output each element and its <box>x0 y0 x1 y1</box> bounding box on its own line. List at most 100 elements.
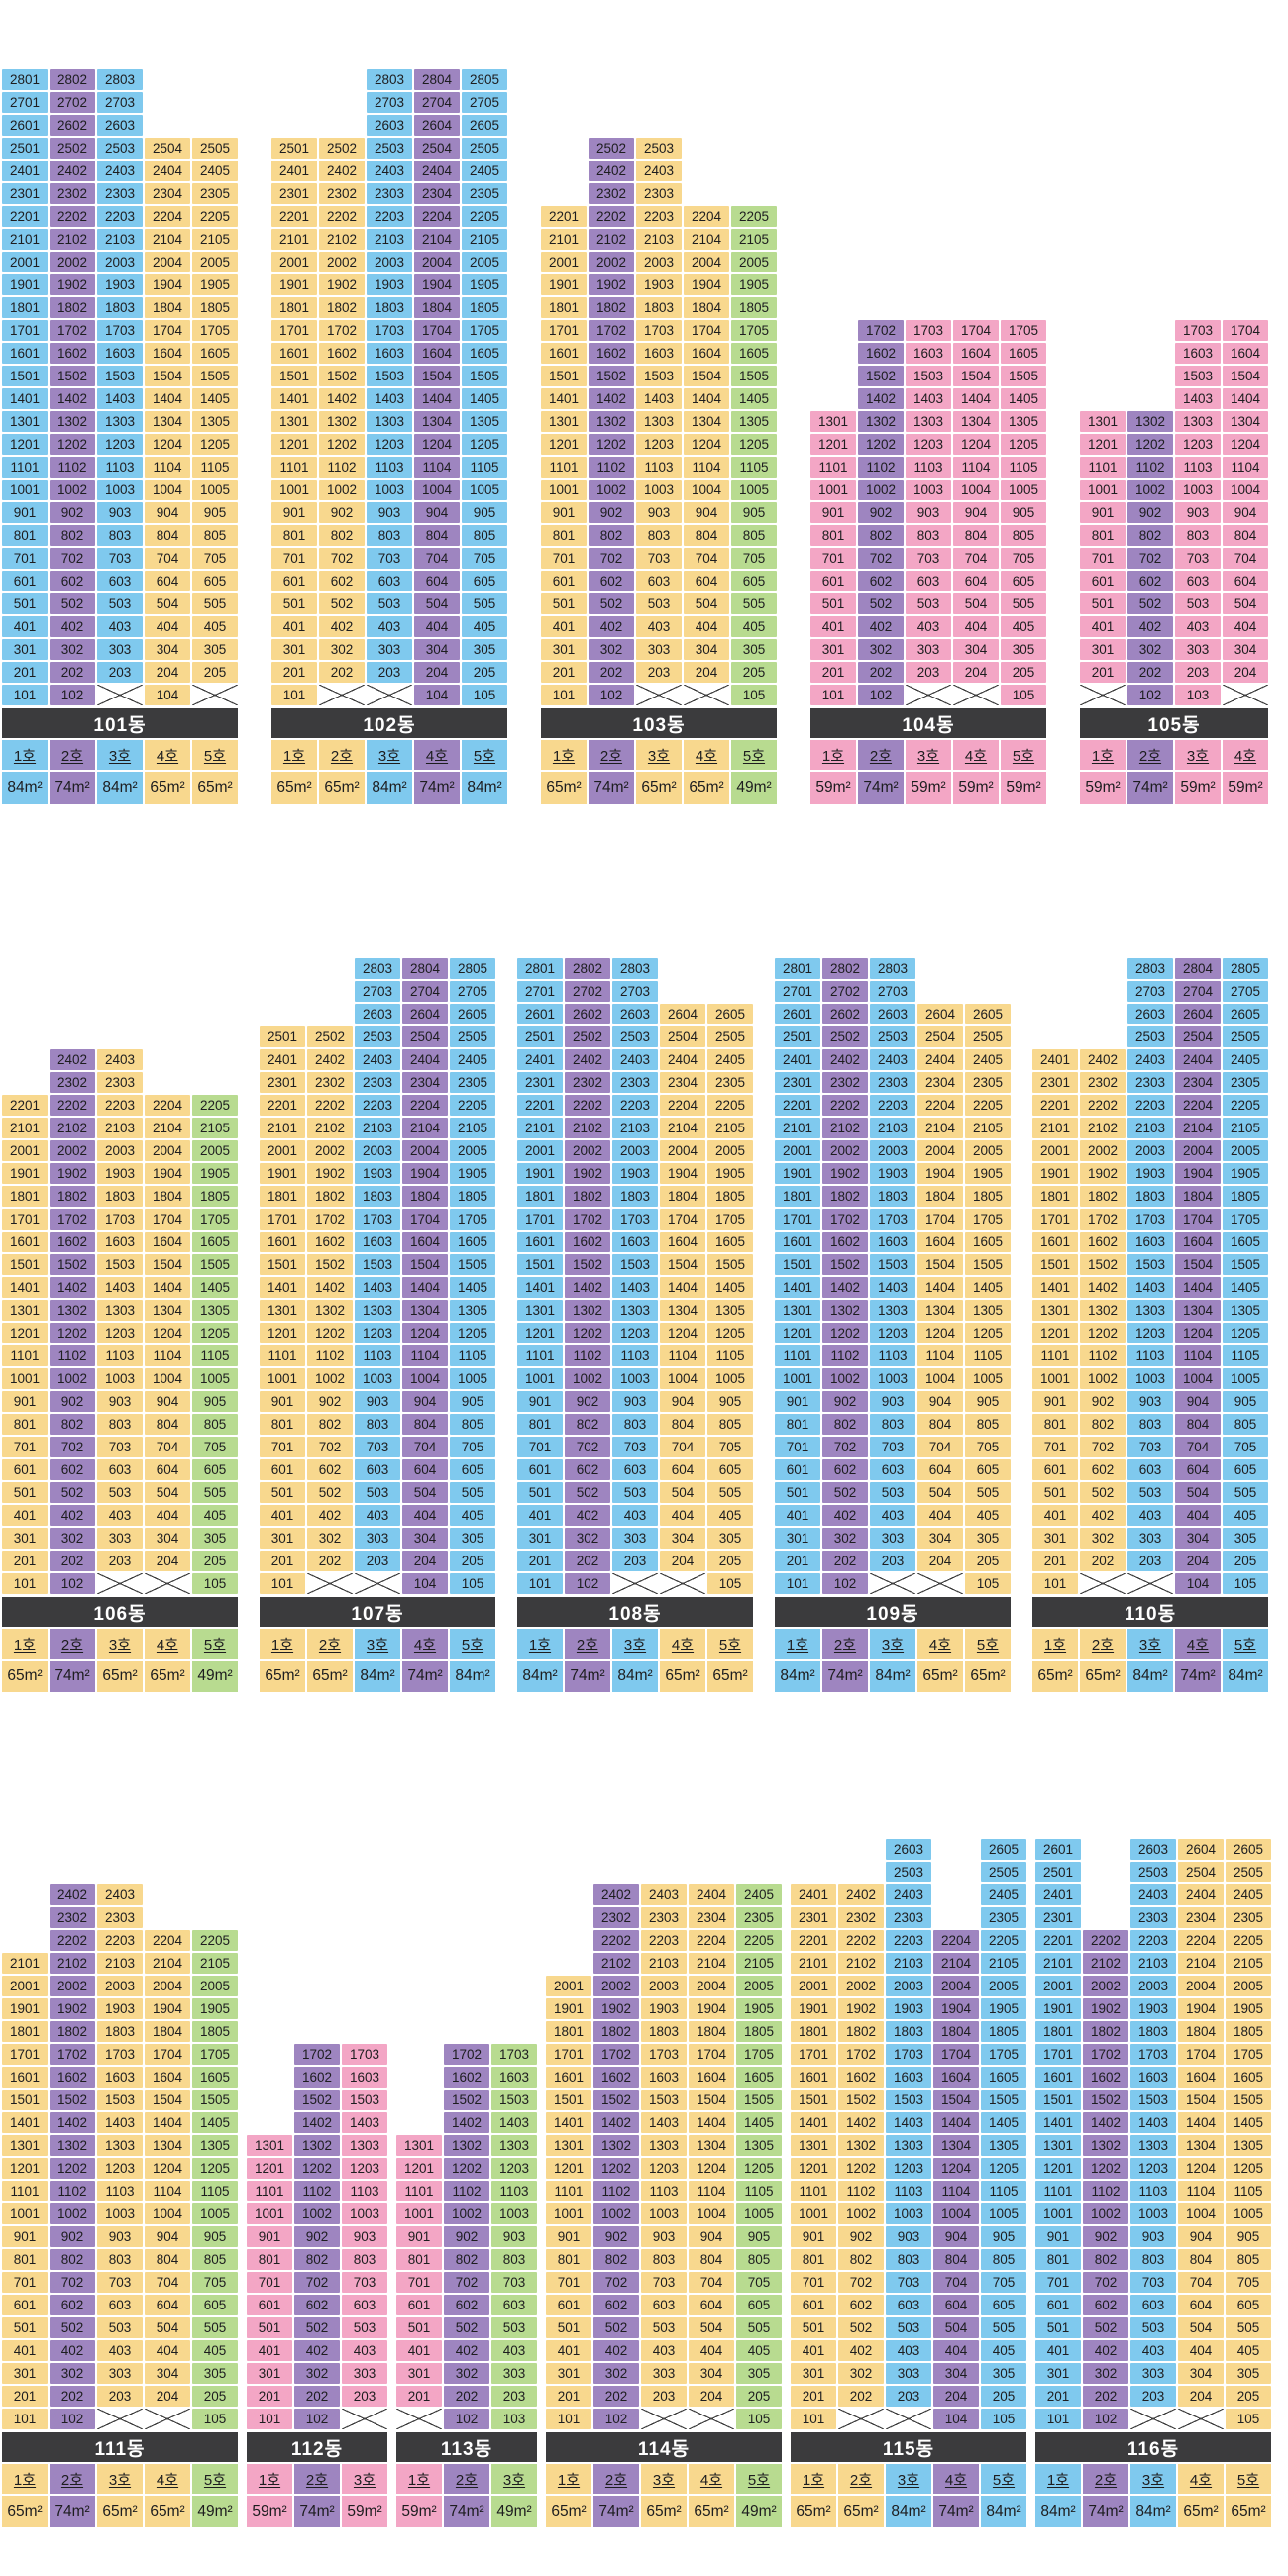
unit-cell-102동-2404[interactable]: 2404 <box>414 161 460 181</box>
unit-cell-113동-102[interactable]: 102 <box>444 2409 489 2429</box>
unit-cell-114동-902[interactable]: 902 <box>593 2226 639 2247</box>
unit-cell-113동-701[interactable]: 701 <box>396 2272 442 2293</box>
unit-cell-109동-1305[interactable]: 1305 <box>965 1300 1011 1321</box>
unit-cell-104동-501[interactable]: 501 <box>810 593 856 614</box>
unit-cell-109동-2403[interactable]: 2403 <box>870 1049 915 1070</box>
unit-cell-109동-705[interactable]: 705 <box>965 1437 1011 1457</box>
unit-cell-103동-1303[interactable]: 1303 <box>636 411 682 432</box>
unit-cell-109동-1701[interactable]: 1701 <box>775 1209 820 1230</box>
unit-cell-114동-1903[interactable]: 1903 <box>641 1998 687 2019</box>
unit-cell-107동-1404[interactable]: 1404 <box>402 1277 448 1298</box>
unit-cell-114동-1004[interactable]: 1004 <box>689 2203 734 2224</box>
unit-cell-106동-2202[interactable]: 2202 <box>50 1095 95 1116</box>
unit-cell-108동-2203[interactable]: 2203 <box>612 1095 658 1116</box>
unit-cell-103동-1703[interactable]: 1703 <box>636 320 682 341</box>
unit-cell-116동-304[interactable]: 304 <box>1178 2363 1224 2384</box>
unit-cell-108동-401[interactable]: 401 <box>517 1505 563 1526</box>
unit-cell-109동-1203[interactable]: 1203 <box>870 1323 915 1343</box>
unit-cell-110동-401[interactable]: 401 <box>1032 1505 1078 1526</box>
unit-cell-108동-2204[interactable]: 2204 <box>660 1095 705 1116</box>
unit-cell-106동-204[interactable]: 204 <box>145 1551 190 1571</box>
unit-cell-101동-204[interactable]: 204 <box>145 662 190 683</box>
unit-cell-101동-2504[interactable]: 2504 <box>145 138 190 159</box>
unit-cell-107동-1902[interactable]: 1902 <box>307 1163 353 1184</box>
unit-cell-115동-801[interactable]: 801 <box>791 2249 836 2270</box>
unit-cell-102동-1602[interactable]: 1602 <box>319 343 365 364</box>
unit-cell-102동-1801[interactable]: 1801 <box>271 297 317 318</box>
unit-cell-108동-202[interactable]: 202 <box>565 1551 610 1571</box>
unit-cell-110동-205[interactable]: 205 <box>1223 1551 1268 1571</box>
unit-cell-108동-501[interactable]: 501 <box>517 1482 563 1503</box>
unit-cell-104동-1602[interactable]: 1602 <box>858 343 904 364</box>
unit-cell-103동-2102[interactable]: 2102 <box>589 229 634 250</box>
unit-cell-102동-2301[interactable]: 2301 <box>271 183 317 204</box>
unit-cell-109동-2604[interactable]: 2604 <box>917 1004 963 1024</box>
unit-cell-109동-1304[interactable]: 1304 <box>917 1300 963 1321</box>
unit-cell-113동-903[interactable]: 903 <box>491 2226 537 2247</box>
unit-cell-107동-2401[interactable]: 2401 <box>260 1049 305 1070</box>
unit-cell-105동-503[interactable]: 503 <box>1175 593 1221 614</box>
unit-cell-101동-303[interactable]: 303 <box>97 639 143 660</box>
unit-cell-110동-1301[interactable]: 1301 <box>1032 1300 1078 1321</box>
unit-cell-107동-2503[interactable]: 2503 <box>355 1026 400 1047</box>
unit-cell-115동-2105[interactable]: 2105 <box>981 1953 1026 1974</box>
unit-cell-116동-2005[interactable]: 2005 <box>1226 1976 1271 1996</box>
unit-cell-105동-702[interactable]: 702 <box>1127 548 1173 569</box>
unit-cell-114동-405[interactable]: 405 <box>736 2340 782 2361</box>
unit-cell-112동-1001[interactable]: 1001 <box>247 2203 292 2224</box>
unit-cell-111동-1005[interactable]: 1005 <box>192 2203 238 2224</box>
unit-cell-102동-2401[interactable]: 2401 <box>271 161 317 181</box>
unit-cell-109동-2202[interactable]: 2202 <box>822 1095 868 1116</box>
unit-cell-109동-504[interactable]: 504 <box>917 1482 963 1503</box>
unit-cell-114동-602[interactable]: 602 <box>593 2295 639 2315</box>
unit-cell-101동-1603[interactable]: 1603 <box>97 343 143 364</box>
unit-cell-110동-1705[interactable]: 1705 <box>1223 1209 1268 1230</box>
unit-cell-101동-2404[interactable]: 2404 <box>145 161 190 181</box>
unit-cell-111동-404[interactable]: 404 <box>145 2340 190 2361</box>
unit-cell-111동-405[interactable]: 405 <box>192 2340 238 2361</box>
unit-cell-109동-1003[interactable]: 1003 <box>870 1368 915 1389</box>
unit-cell-103동-301[interactable]: 301 <box>541 639 587 660</box>
unit-cell-111동-205[interactable]: 205 <box>192 2386 238 2407</box>
unit-cell-107동-1704[interactable]: 1704 <box>402 1209 448 1230</box>
unit-cell-108동-502[interactable]: 502 <box>565 1482 610 1503</box>
unit-cell-114동-1401[interactable]: 1401 <box>546 2112 591 2133</box>
unit-cell-108동-2302[interactable]: 2302 <box>565 1072 610 1093</box>
unit-cell-115동-703[interactable]: 703 <box>886 2272 931 2293</box>
unit-cell-107동-2704[interactable]: 2704 <box>402 981 448 1002</box>
unit-cell-113동-403[interactable]: 403 <box>491 2340 537 2361</box>
unit-cell-101동-1405[interactable]: 1405 <box>192 388 238 409</box>
unit-cell-108동-1503[interactable]: 1503 <box>612 1254 658 1275</box>
unit-cell-101동-604[interactable]: 604 <box>145 571 190 591</box>
unit-cell-110동-903[interactable]: 903 <box>1127 1391 1173 1412</box>
unit-cell-113동-601[interactable]: 601 <box>396 2295 442 2315</box>
unit-cell-109동-1505[interactable]: 1505 <box>965 1254 1011 1275</box>
unit-cell-106동-904[interactable]: 904 <box>145 1391 190 1412</box>
unit-cell-109동-2803[interactable]: 2803 <box>870 958 915 979</box>
unit-cell-108동-1005[interactable]: 1005 <box>707 1368 753 1389</box>
unit-cell-106동-2201[interactable]: 2201 <box>2 1095 48 1116</box>
unit-cell-106동-1304[interactable]: 1304 <box>145 1300 190 1321</box>
unit-cell-103동-1501[interactable]: 1501 <box>541 366 587 386</box>
unit-cell-108동-2403[interactable]: 2403 <box>612 1049 658 1070</box>
unit-cell-104동-1705[interactable]: 1705 <box>1001 320 1046 341</box>
unit-cell-106동-302[interactable]: 302 <box>50 1528 95 1549</box>
unit-cell-104동-905[interactable]: 905 <box>1001 502 1046 523</box>
unit-cell-109동-2204[interactable]: 2204 <box>917 1095 963 1116</box>
unit-cell-110동-105[interactable]: 105 <box>1223 1573 1268 1594</box>
unit-cell-106동-1602[interactable]: 1602 <box>50 1232 95 1252</box>
unit-cell-108동-2005[interactable]: 2005 <box>707 1140 753 1161</box>
unit-cell-114동-2105[interactable]: 2105 <box>736 1953 782 1974</box>
unit-cell-114동-2204[interactable]: 2204 <box>689 1930 734 1951</box>
unit-cell-111동-1605[interactable]: 1605 <box>192 2067 238 2088</box>
unit-cell-103동-1403[interactable]: 1403 <box>636 388 682 409</box>
unit-cell-109동-1405[interactable]: 1405 <box>965 1277 1011 1298</box>
unit-cell-105동-1102[interactable]: 1102 <box>1127 457 1173 478</box>
unit-cell-113동-1103[interactable]: 1103 <box>491 2181 537 2201</box>
unit-cell-114동-601[interactable]: 601 <box>546 2295 591 2315</box>
unit-cell-115동-1002[interactable]: 1002 <box>838 2203 884 2224</box>
unit-cell-111동-1402[interactable]: 1402 <box>50 2112 95 2133</box>
unit-cell-102동-1703[interactable]: 1703 <box>367 320 412 341</box>
unit-cell-106동-405[interactable]: 405 <box>192 1505 238 1526</box>
unit-cell-115동-401[interactable]: 401 <box>791 2340 836 2361</box>
